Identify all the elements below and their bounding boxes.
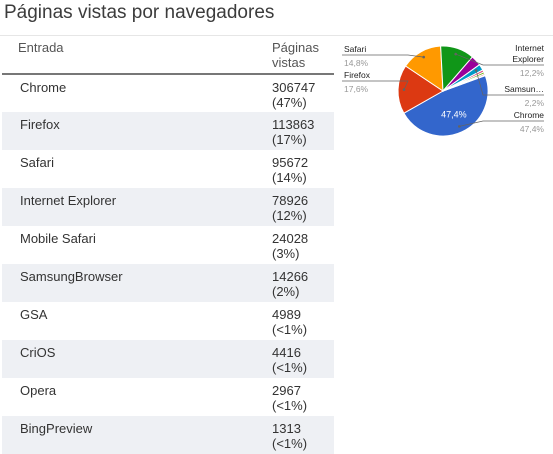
callout-percent: 14,8% xyxy=(344,58,369,68)
callout-percent: 17,6% xyxy=(344,84,369,94)
row-value: 24028 xyxy=(272,231,309,246)
row-value-cell: 24028 (3%) xyxy=(272,226,334,264)
browser-table: Entrada Páginas vistas Chrome 306747 (47%… xyxy=(2,36,334,454)
callout-line xyxy=(342,80,409,90)
callout-line xyxy=(459,120,544,127)
row-value: 14266 xyxy=(272,269,309,284)
page-title: Páginas vistas por navegadores xyxy=(4,2,275,23)
row-value-cell: 95672 (14%) xyxy=(272,150,334,188)
table-row: Firefox 113863 (17%) xyxy=(2,112,334,150)
callout-percent: 12,2% xyxy=(520,68,545,78)
row-percent: (14%) xyxy=(272,170,307,185)
column-header-entrada[interactable]: Entrada xyxy=(18,40,64,55)
row-label: Safari xyxy=(20,155,54,170)
row-percent: (12%) xyxy=(272,208,307,223)
pie-slice-chrome xyxy=(403,74,489,137)
row-label: SamsungBrowser xyxy=(20,269,123,284)
callout-line xyxy=(455,53,544,66)
table-row: CriOS 4416 (<1%) xyxy=(2,340,334,378)
pie-chart: 47,4% Safari 14,8% Firefox 17,6% InternetExpl… xyxy=(342,43,545,137)
table-row: Internet Explorer 78926 (12%) xyxy=(2,188,334,226)
callout-line xyxy=(342,54,424,58)
callout-dot xyxy=(458,125,461,128)
row-value-cell: 2967 (<1%) xyxy=(272,378,334,416)
row-value-cell: 4416 (<1%) xyxy=(272,340,334,378)
row-value-cell: 1313 (<1%) xyxy=(272,416,334,454)
row-percent: (<1%) xyxy=(272,360,308,375)
table-row: Mobile Safari 24028 (3%) xyxy=(2,226,334,264)
row-value: 78926 xyxy=(272,193,309,208)
pie-slice-firefox xyxy=(397,65,444,114)
row-value: 1313 xyxy=(272,421,301,436)
pie-slice-bingpreview xyxy=(442,74,486,92)
callout-label: Firefox xyxy=(344,70,371,80)
row-label: Chrome xyxy=(20,80,67,95)
table-row: SamsungBrowser 14266 (2%) xyxy=(2,264,334,302)
callout-label: Safari xyxy=(344,44,366,54)
row-value-cell: 4989 (<1%) xyxy=(272,302,334,340)
table-row: Safari 95672 (14%) xyxy=(2,150,334,188)
table-row: GSA 4989 (<1%) xyxy=(2,302,334,340)
callout-label: Samsun… xyxy=(504,84,544,94)
row-label: Firefox xyxy=(20,117,60,132)
row-label: CriOS xyxy=(20,345,56,360)
row-percent: (<1%) xyxy=(272,398,308,413)
row-value: 2967 xyxy=(272,383,301,398)
table-header-row: Entrada Páginas vistas xyxy=(2,36,334,74)
row-label: BingPreview xyxy=(20,421,93,436)
row-value-cell: 14266 (2%) xyxy=(272,264,334,302)
row-percent: (<1%) xyxy=(272,322,308,337)
row-percent: (<1%) xyxy=(272,436,308,451)
row-label: Mobile Safari xyxy=(20,231,96,246)
row-value-cell: 306747 (47%) xyxy=(272,74,334,112)
row-value-cell: 78926 (12%) xyxy=(272,188,334,226)
row-label: Internet Explorer xyxy=(20,193,117,208)
row-value: 95672 xyxy=(272,155,309,170)
table-row: Chrome 306747 (47%) xyxy=(2,74,334,112)
callout-dot xyxy=(402,88,406,91)
row-value-cell: 113863 (17%) xyxy=(272,112,334,150)
row-label: Opera xyxy=(20,383,57,398)
callout-percent: 47,4% xyxy=(520,124,545,134)
callout-percent: 2,2% xyxy=(525,98,545,108)
row-value: 4989 xyxy=(272,307,301,322)
row-value: 4416 xyxy=(272,345,301,360)
row-percent: (2%) xyxy=(272,284,300,299)
row-value: 113863 xyxy=(272,117,315,132)
callout-dot xyxy=(474,69,478,72)
callout-label: Explorer xyxy=(512,54,544,64)
callout-dot xyxy=(454,52,457,56)
column-header-paginas-vistas[interactable]: Páginas vistas xyxy=(272,40,319,70)
callout-line xyxy=(475,70,544,96)
callout-dot xyxy=(422,55,425,59)
pie-inner-label: 47,4% xyxy=(441,110,467,120)
row-percent: (3%) xyxy=(272,246,300,261)
title-divider xyxy=(0,35,553,36)
row-label: GSA xyxy=(20,307,48,322)
table-row: Opera 2967 (<1%) xyxy=(2,378,334,416)
table-row: BingPreview 1313 (<1%) xyxy=(2,416,334,454)
row-percent: (47%) xyxy=(272,95,307,110)
callout-label: Internet xyxy=(515,43,544,53)
row-value: 306747 xyxy=(272,80,316,95)
row-percent: (17%) xyxy=(272,132,307,147)
callout-label: Chrome xyxy=(514,110,545,120)
